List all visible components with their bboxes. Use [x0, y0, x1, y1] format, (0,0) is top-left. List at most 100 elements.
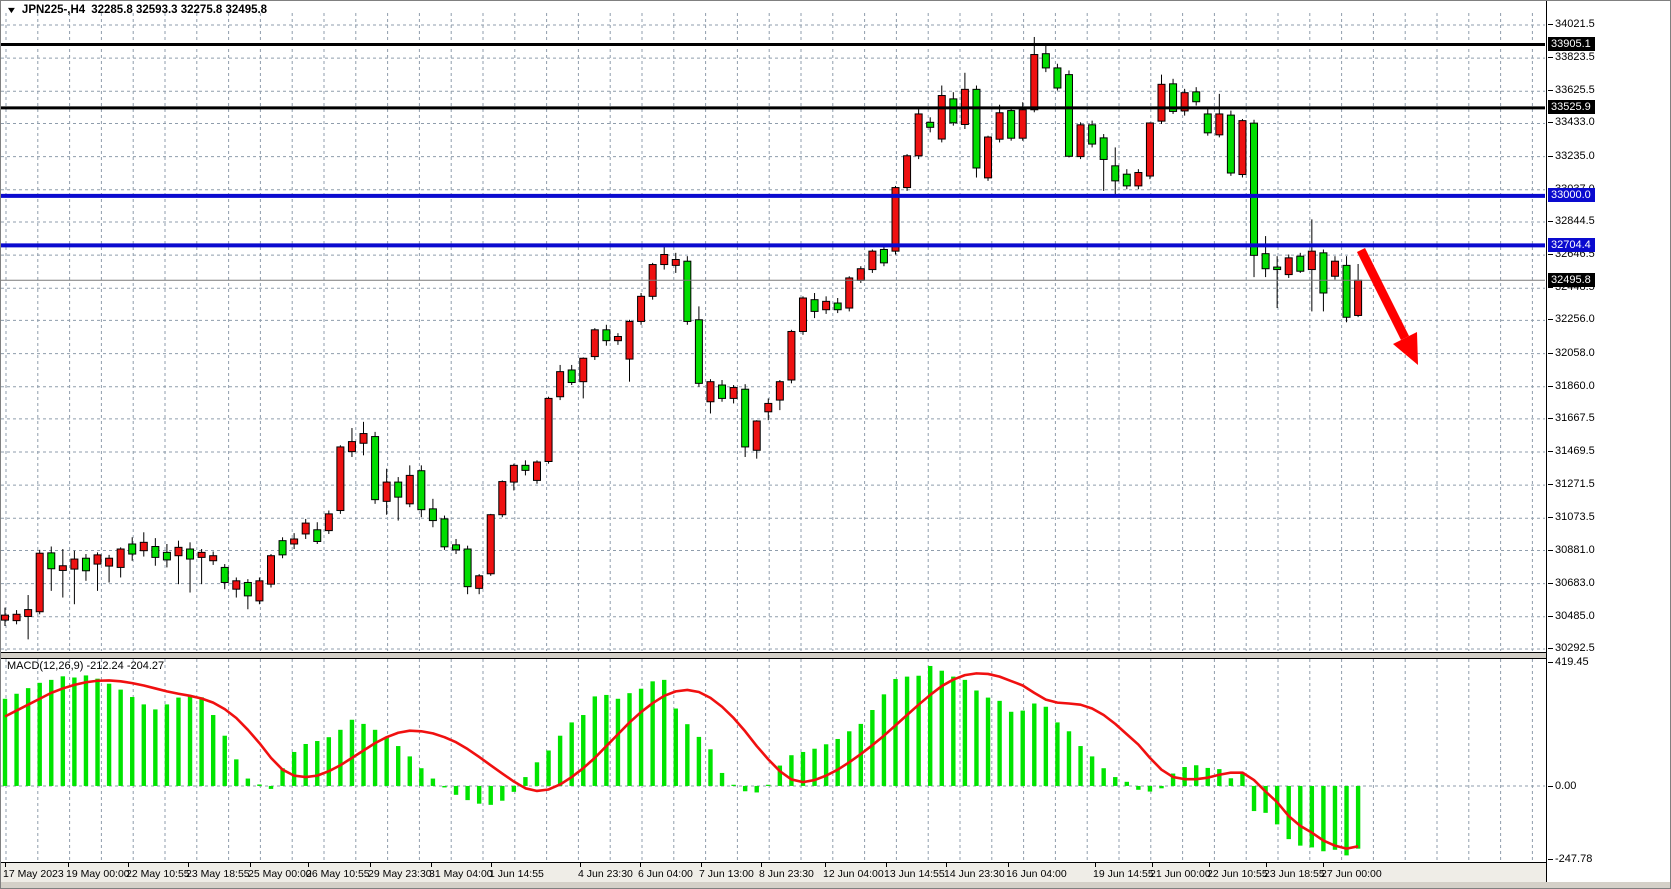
macd-histogram-bar [615, 698, 621, 786]
macd-histogram-bar [650, 681, 655, 786]
chart-title-bar: ▼ JPN225-,H4 32285.8 32593.3 32275.8 324… [5, 4, 267, 16]
macd-histogram-bar [534, 762, 540, 786]
price-axis-tick-label: 33823.5 [1548, 51, 1595, 64]
time-axis-tick [1152, 863, 1153, 867]
macd-histogram-bar [315, 741, 320, 786]
candle-body [694, 319, 703, 384]
candle-body [382, 481, 391, 502]
time-axis-tick [825, 863, 826, 867]
candle-body [405, 474, 414, 505]
candle-body [313, 529, 322, 542]
chart-plot-area[interactable]: ▼ JPN225-,H4 32285.8 32593.3 32275.8 324… [1, 1, 1546, 882]
macd-histogram-bar [488, 785, 493, 805]
candle-body [232, 580, 241, 590]
macd-value: -212.24 [86, 660, 124, 672]
candle-body [266, 555, 275, 585]
candle-body [798, 297, 807, 332]
macd-histogram-bar [974, 690, 979, 786]
macd-histogram-bar [800, 751, 806, 786]
macd-histogram-bar [627, 693, 632, 786]
candle-body [359, 433, 368, 444]
time-axis-label: 8 Jun 23:30 [759, 868, 814, 880]
macd-histogram-bar [1251, 785, 1257, 812]
macd-histogram-bar [928, 665, 933, 786]
macd-histogram-bar [1344, 785, 1349, 856]
candle-body [787, 330, 796, 381]
macd-histogram-bar [985, 697, 991, 786]
candle-body [475, 575, 484, 589]
macd-histogram-bar [37, 682, 42, 786]
macd-histogram-bar [1355, 785, 1361, 849]
candle-body [1250, 122, 1259, 256]
candle-body [625, 320, 634, 360]
time-axis-label: 4 Jun 23:30 [578, 868, 633, 880]
candle-body [683, 260, 692, 322]
macd-histogram-bar [662, 679, 667, 786]
macd-histogram-bar [546, 750, 551, 786]
candle-body [995, 112, 1004, 140]
macd-histogram-bar [419, 768, 424, 786]
candle-body [498, 481, 507, 516]
macd-histogram-bar [1332, 785, 1338, 850]
candle-body [729, 387, 738, 399]
time-axis-tick [1209, 863, 1210, 867]
trend-arrow-head[interactable] [1393, 332, 1418, 365]
macd-histogram-bar [384, 737, 389, 786]
time-axis-tick [370, 863, 371, 867]
trend-arrow[interactable] [1356, 247, 1410, 341]
time-axis-tick [946, 863, 947, 867]
macd-histogram-bar [1147, 785, 1153, 792]
macd-histogram-bar [130, 697, 135, 786]
candle-body [972, 88, 981, 169]
candle-body [775, 381, 784, 401]
candle-body [1354, 279, 1363, 316]
candle-body [1157, 83, 1166, 122]
candle-body [567, 369, 576, 384]
macd-histogram-bar [881, 694, 887, 786]
candle-body [58, 565, 67, 571]
macd-histogram-bar [1066, 731, 1072, 786]
macd-histogram-bar [372, 729, 378, 786]
price-axis-tick-label: 31667.5 [1548, 411, 1595, 424]
candle-body [509, 464, 518, 483]
time-axis-label: 19 May 00:00 [66, 868, 130, 880]
price-axis-tick-label: 31860.0 [1548, 379, 1595, 392]
macd-histogram-bar [1020, 710, 1025, 786]
candle-body [532, 461, 541, 481]
time-axis-label: 22 Jun 10:55 [1207, 868, 1268, 880]
candle-body [1319, 252, 1328, 294]
macd-histogram-bar [754, 785, 759, 793]
macd-histogram-bar [939, 670, 944, 786]
panel-separator[interactable] [1, 652, 1546, 659]
candle-body [914, 113, 923, 157]
candle-body [1007, 110, 1016, 139]
symbol-dropdown-icon[interactable]: ▼ [5, 5, 18, 15]
candle-body [833, 302, 842, 311]
macd-histogram-bar [303, 743, 308, 786]
time-axis-tick [250, 863, 251, 867]
macd-histogram-bar [511, 785, 517, 792]
time-axis-tick [1095, 863, 1096, 867]
candle-body [301, 522, 310, 535]
macd-histogram-bar [187, 695, 193, 786]
candle-body [371, 436, 380, 501]
symbol-timeframe-label: JPN225-,H4 [21, 4, 86, 16]
candle-body [255, 580, 264, 602]
time-axis-label: 1 Jun 14:55 [489, 868, 544, 880]
macd-histogram-bar [696, 736, 702, 786]
candle-body [891, 187, 900, 252]
macd-name: MACD(12,26,9) [7, 660, 84, 672]
candle-body [1273, 266, 1282, 271]
time-axis-tick [640, 863, 641, 867]
time-axis[interactable]: 17 May 2023 19 May 00:00 22 May 10:55 23 Ma… [1, 862, 1546, 882]
time-axis-tick [308, 863, 309, 867]
chart-canvas[interactable] [1, 1, 1546, 882]
macd-histogram-bar [210, 715, 216, 786]
macd-histogram-bar [1113, 777, 1118, 786]
macd-histogram-bar [1136, 785, 1141, 790]
candle-body [463, 548, 472, 588]
macd-histogram-bar [557, 735, 563, 786]
price-axis[interactable]: 34021.533823.533625.533433.033235.033037… [1546, 1, 1670, 882]
macd-axis-tick-label: 0.00 [1547, 779, 1577, 792]
candle-body [856, 268, 865, 281]
